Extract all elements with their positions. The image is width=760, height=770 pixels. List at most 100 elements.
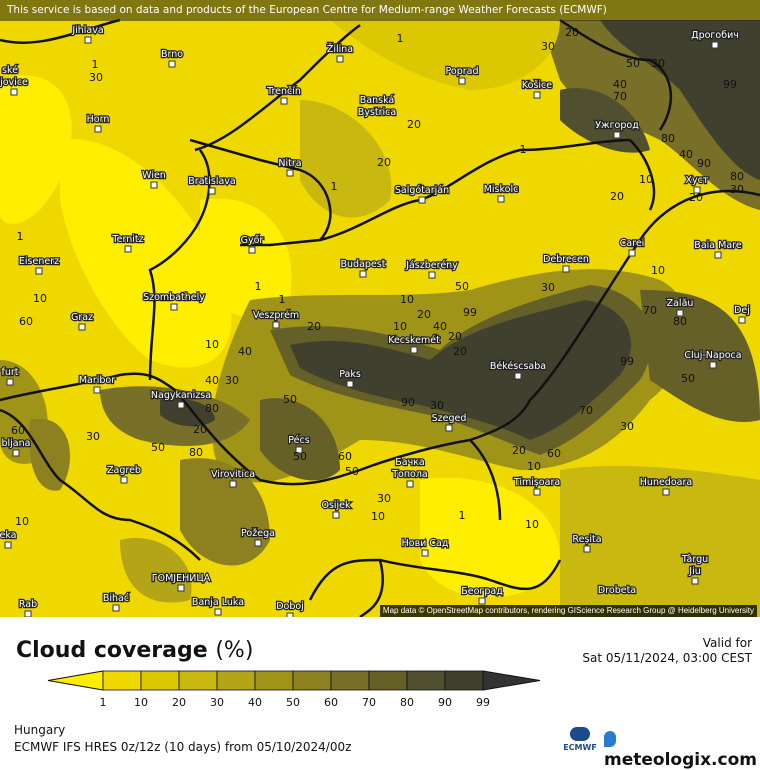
- city-marker: [120, 476, 128, 484]
- contour-label: 30: [620, 420, 634, 433]
- contour-label: 60: [19, 315, 33, 328]
- contour-label: 1: [397, 32, 404, 45]
- contour-label: 20: [307, 320, 321, 333]
- contour-label: 30: [86, 430, 100, 443]
- city-label: Bystrica: [358, 107, 396, 118]
- contour-label: 90: [401, 396, 415, 409]
- contour-label: 20: [512, 444, 526, 457]
- contour-label: 20: [565, 26, 579, 39]
- city-label: Wien: [142, 170, 166, 181]
- cloud-fill-layer: [0, 20, 760, 617]
- legend-tick-label: 90: [438, 696, 452, 709]
- city-label: Београд: [461, 586, 503, 597]
- contour-label: 40: [433, 320, 447, 333]
- city-marker: [168, 60, 176, 68]
- contour-label: 50: [455, 280, 469, 293]
- city-marker: [533, 91, 541, 99]
- contour-label: 1: [520, 143, 527, 156]
- city-marker: [711, 41, 719, 49]
- city-label: Doboj: [276, 601, 304, 612]
- contour-label: 1: [331, 180, 338, 193]
- contour-label: 99: [620, 355, 634, 368]
- city-label: Paks: [339, 369, 361, 380]
- contour-label: 10: [651, 264, 665, 277]
- city-label: Budapest: [341, 259, 386, 270]
- city-marker: [691, 577, 699, 585]
- contour-label: 20: [689, 191, 703, 204]
- city-label: Szeged: [432, 413, 467, 424]
- city-label: Ужгород: [595, 120, 639, 131]
- city-marker: [229, 480, 237, 488]
- title-text: Cloud coverage: [16, 638, 208, 663]
- legend-bin: [330, 670, 370, 691]
- city-marker: [693, 186, 701, 194]
- contour-label: 1: [459, 509, 466, 522]
- city-marker: [177, 401, 185, 409]
- city-label: Nitra: [278, 158, 301, 169]
- city-marker: [373, 106, 381, 114]
- city-label: Eisenerz: [19, 256, 59, 267]
- city-marker: [497, 195, 505, 203]
- legend-tick-label: 20: [172, 696, 186, 709]
- contour-label: 10: [371, 510, 385, 523]
- contour-label: 50: [283, 393, 297, 406]
- contour-label: 60: [338, 450, 352, 463]
- city-marker: [94, 125, 102, 133]
- contour-label: 30: [541, 281, 555, 294]
- city-marker: [248, 246, 256, 254]
- contour-label: 80: [730, 170, 744, 183]
- weather-map[interactable]: Jihlava Brno Žilina Poprad Дрогобич Trenčín Ba…: [0, 0, 760, 617]
- legend-tick-label: 10: [134, 696, 148, 709]
- city-label: Топола: [391, 469, 428, 480]
- map-attribution[interactable]: Map data © OpenStreetMap contributors, r…: [379, 605, 757, 617]
- legend-tick-label: 30: [210, 696, 224, 709]
- city-label: Virovitica: [211, 469, 255, 480]
- city-marker: [12, 449, 20, 457]
- ecmwf-logo-icon: [570, 727, 590, 741]
- city-label: Drobeta: [598, 585, 636, 596]
- city-label: Požega: [241, 528, 275, 539]
- contour-label: 30: [730, 183, 744, 196]
- ecmwf-logo[interactable]: ECMWF: [562, 727, 598, 752]
- chart-title: Cloud coverage (%): [16, 638, 253, 663]
- contour-label: 30: [430, 399, 444, 412]
- contour-label: 1: [279, 293, 286, 306]
- contour-label: 10: [639, 173, 653, 186]
- city-label: Salgótarján: [395, 185, 449, 196]
- city-label: Bratislava: [188, 176, 235, 187]
- city-label: Banja Luka: [192, 597, 244, 608]
- city-label: Győr: [241, 235, 264, 246]
- contour-label: 20: [448, 330, 462, 343]
- country-borders: [0, 18, 760, 617]
- city-marker: [208, 187, 216, 195]
- city-marker: [359, 270, 367, 278]
- city-marker: [406, 480, 414, 488]
- city-label: eka: [0, 530, 17, 541]
- city-label: Дрогобич: [691, 30, 739, 41]
- city-label: Jiu: [688, 566, 700, 577]
- contour-label: 90: [697, 157, 711, 170]
- city-label: Zalău: [667, 298, 694, 309]
- city-marker: [24, 610, 32, 617]
- contour-label: 50: [626, 57, 640, 70]
- contour-label: 30: [225, 374, 239, 387]
- model-info: ECMWF IFS HRES 0z/12z (10 days) from 05/…: [14, 740, 352, 754]
- meteologix-logo[interactable]: meteologix.com: [604, 730, 760, 770]
- contour-label: 40: [238, 345, 252, 358]
- city-marker: [124, 245, 132, 253]
- legend-bin: [102, 670, 142, 691]
- city-marker: [332, 511, 340, 519]
- title-unit: (%): [215, 638, 254, 663]
- legend-arrow-high: [482, 670, 541, 691]
- city-label: Târgu: [681, 554, 708, 565]
- city-label: Нови Сад: [402, 538, 449, 549]
- contour-label: 50: [345, 465, 359, 478]
- city-label: Veszprém: [253, 310, 299, 321]
- city-marker: [613, 131, 621, 139]
- city-marker: [150, 181, 158, 189]
- contour-label: 70: [579, 404, 593, 417]
- city-label: Timișoara: [513, 477, 560, 488]
- contour-label: 10: [33, 292, 47, 305]
- city-label: Jászberény: [405, 260, 458, 271]
